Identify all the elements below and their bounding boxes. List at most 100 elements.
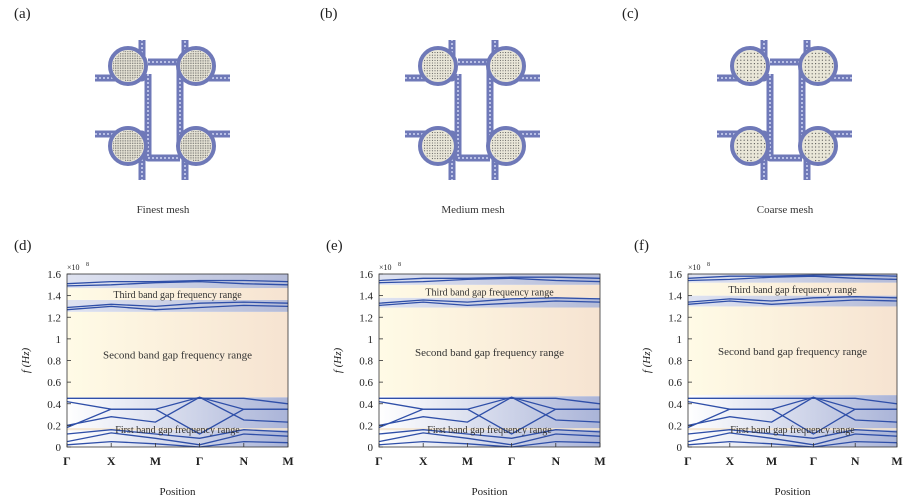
mesh-node <box>502 54 504 56</box>
mesh-node <box>502 150 504 152</box>
mesh-node <box>182 59 184 61</box>
mesh-node <box>137 69 138 71</box>
mesh-node <box>191 76 193 78</box>
mesh-node <box>206 143 208 145</box>
mesh-node <box>189 138 191 139</box>
mesh-node <box>198 63 200 65</box>
mesh-node <box>198 158 200 160</box>
mesh-node <box>194 58 196 59</box>
mesh-node <box>118 143 120 145</box>
mesh-node <box>804 69 806 71</box>
mesh-node <box>499 142 501 144</box>
mesh-node <box>507 142 509 144</box>
mesh-node <box>426 155 428 157</box>
inclusion-circle <box>730 46 770 86</box>
y-tick-label: 0.4 <box>47 399 61 411</box>
mesh-node <box>126 75 128 76</box>
mesh-node <box>125 143 127 145</box>
mesh-node <box>198 149 200 151</box>
mesh-node <box>186 69 188 71</box>
mesh-node <box>137 151 138 153</box>
mesh-node <box>196 160 198 162</box>
mesh-node <box>114 58 116 59</box>
inclusion-circle <box>730 126 770 166</box>
mesh-node <box>118 141 120 143</box>
mesh-node <box>431 147 433 149</box>
mesh-node <box>747 66 749 68</box>
mesh-node <box>199 73 201 75</box>
mesh-node <box>201 139 203 141</box>
mesh-node <box>184 149 186 151</box>
mesh-node <box>199 156 201 158</box>
mesh-node <box>512 134 514 136</box>
mesh-node <box>123 73 125 75</box>
mesh-node <box>133 132 135 134</box>
mesh-node <box>130 58 132 59</box>
mesh-node <box>116 61 118 63</box>
mesh-node <box>138 56 140 58</box>
mesh-node <box>444 147 446 149</box>
mesh-node <box>815 63 817 65</box>
mesh-node <box>196 144 198 146</box>
mesh-node <box>199 155 201 156</box>
mesh-node <box>502 139 504 141</box>
mesh-node <box>125 149 127 151</box>
mesh-node <box>439 134 441 136</box>
mesh-node <box>825 149 827 151</box>
mesh-node <box>181 143 183 145</box>
mesh-node <box>191 75 193 76</box>
y-tick-label: 1.6 <box>47 269 61 281</box>
mesh-node <box>205 146 206 148</box>
mesh-node <box>740 59 742 61</box>
mesh-node <box>133 64 135 66</box>
mesh-node <box>199 69 201 71</box>
mesh-node <box>442 78 444 80</box>
y-tick-label: 0.4 <box>668 399 682 411</box>
x-tick-label: M <box>891 454 902 468</box>
mesh-node <box>828 66 830 68</box>
mesh-node <box>126 139 128 141</box>
mesh-node <box>128 59 130 61</box>
mesh-node <box>818 139 820 141</box>
mesh-node <box>191 148 193 150</box>
mesh-node <box>757 69 759 71</box>
mesh-node <box>194 153 196 155</box>
mesh-node <box>121 52 123 54</box>
mesh-node <box>121 158 123 160</box>
y-tick-label: 1.4 <box>47 291 61 303</box>
mesh-node <box>186 71 188 73</box>
mesh-node <box>138 136 140 138</box>
mesh-node <box>203 75 205 76</box>
mesh-node <box>497 72 499 74</box>
mesh-node <box>206 58 208 59</box>
mesh-node <box>431 134 433 136</box>
mesh-node <box>505 67 507 69</box>
mesh-node <box>120 56 121 58</box>
mesh-node <box>507 75 509 77</box>
mesh-node <box>126 158 128 160</box>
mesh-node <box>808 76 810 78</box>
panel-label-d: (d) <box>14 238 32 254</box>
mesh-node <box>437 158 439 160</box>
mesh-node <box>193 148 195 150</box>
mesh-node <box>133 148 135 150</box>
mesh-node <box>196 153 198 155</box>
mesh-node <box>429 152 431 154</box>
mesh-node <box>201 73 203 75</box>
mesh-node <box>494 139 496 141</box>
mesh-node <box>203 134 205 136</box>
mesh-node <box>131 139 133 141</box>
mesh-node <box>442 72 444 74</box>
mesh-node <box>116 155 118 156</box>
mesh-node <box>142 63 144 65</box>
mesh-node <box>114 139 116 141</box>
mesh-node <box>118 56 120 58</box>
mesh-node <box>125 151 127 153</box>
mesh-node <box>439 155 441 157</box>
y-tick-label: 1.6 <box>359 269 373 281</box>
mesh-node <box>512 54 514 56</box>
mesh-node <box>191 66 193 68</box>
mesh-node <box>815 146 817 148</box>
mesh-node <box>193 151 195 153</box>
x-axis-label: Position <box>159 486 196 498</box>
